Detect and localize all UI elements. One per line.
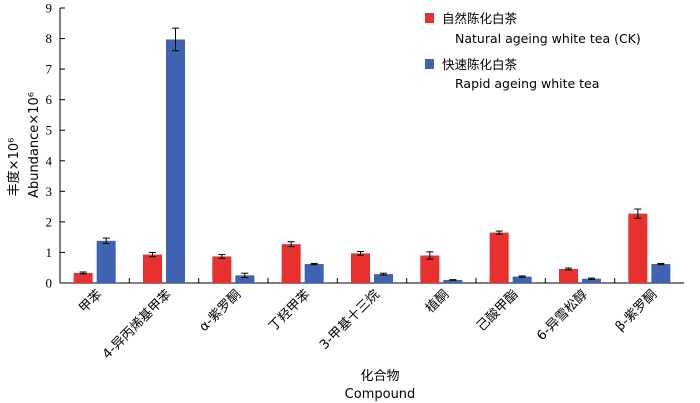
legend-label-natural-cn: 自然陈化白茶 — [442, 11, 518, 26]
y-axis-title-cn: 丰度×10⁶ — [6, 138, 22, 197]
bar-rapid — [443, 279, 463, 283]
bar-rapid — [166, 39, 185, 283]
bar-natural — [420, 255, 440, 283]
x-tick-label: 3-甲基十三烷 — [317, 287, 383, 353]
y-tick-label: 0 — [46, 276, 53, 291]
x-axis-title-cn: 化合物 — [360, 369, 399, 384]
bar-natural — [559, 268, 578, 283]
y-tick-label: 6 — [46, 92, 53, 107]
bar-rapid — [304, 264, 324, 283]
y-tick-label: 5 — [46, 123, 53, 138]
y-tick-label: 3 — [46, 184, 53, 199]
bar-natural — [212, 256, 232, 283]
bar-natural — [143, 254, 162, 283]
x-tick-label: β-紫罗酮 — [613, 287, 660, 334]
x-tick-label: 植酮 — [423, 287, 452, 316]
y-tick-label: 9 — [46, 1, 53, 16]
bar-rapid — [512, 276, 532, 283]
legend-label-natural-en: Natural ageing white tea (CK) — [455, 31, 641, 46]
bar-rapid — [651, 264, 671, 283]
legend: 自然陈化白茶 Natural ageing white tea (CK) 快速陈… — [425, 11, 641, 91]
x-tick-label: 4-异丙烯基甲苯 — [100, 287, 175, 362]
x-tick-label: 丁羟甲苯 — [266, 287, 313, 334]
bar-rapid — [235, 275, 255, 283]
legend-label-rapid-en: Rapid ageing white tea — [455, 76, 599, 91]
bar-rapid — [582, 278, 601, 283]
y-tick-label: 2 — [46, 214, 53, 229]
x-tick-label: 甲苯 — [76, 287, 105, 316]
bar-natural — [628, 213, 648, 283]
bar-natural — [73, 272, 93, 283]
y-tick-label: 7 — [46, 62, 53, 77]
legend-swatch-rapid — [425, 59, 434, 69]
x-axis-title-en: Compound — [345, 387, 416, 402]
bar-rapid — [96, 240, 116, 283]
bar-natural — [281, 244, 301, 283]
bar-rapid — [374, 274, 393, 283]
x-tick-label: 己酸甲酯 — [474, 287, 521, 334]
y-tick-label: 4 — [46, 153, 53, 168]
x-tick-label: α-紫罗酮 — [197, 287, 245, 335]
legend-label-rapid-cn: 快速陈化白茶 — [442, 57, 518, 72]
y-axis-title-en: Abundance×10⁶ — [27, 92, 42, 198]
bar-natural — [351, 253, 370, 283]
y-tick-label: 8 — [46, 31, 53, 46]
bar-natural — [489, 232, 509, 283]
x-tick-label: 6-异雪松醇 — [534, 287, 591, 344]
y-tick-label: 1 — [46, 245, 53, 260]
legend-swatch-natural — [425, 13, 434, 23]
